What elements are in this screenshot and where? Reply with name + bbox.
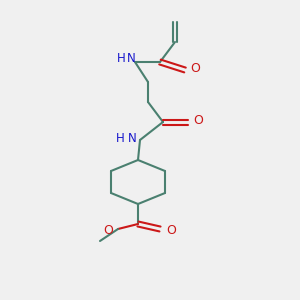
Text: O: O (193, 113, 203, 127)
Text: N: N (127, 52, 135, 65)
Text: H: H (117, 52, 125, 65)
Text: N: N (128, 131, 136, 145)
Text: O: O (190, 61, 200, 74)
Text: H: H (116, 131, 124, 145)
Text: O: O (103, 224, 113, 238)
Text: O: O (166, 224, 176, 238)
